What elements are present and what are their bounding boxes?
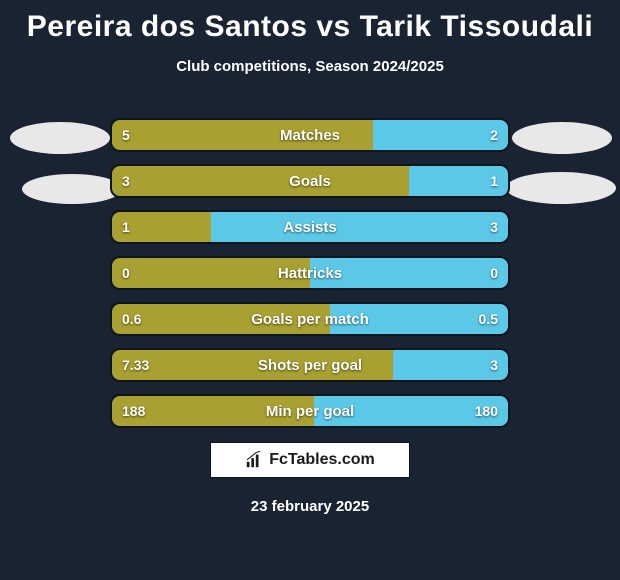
stat-value-left: 3 bbox=[122, 166, 130, 196]
stat-value-left: 0.6 bbox=[122, 304, 141, 334]
logo-text: FcTables.com bbox=[269, 451, 375, 469]
stat-value-right: 3 bbox=[490, 212, 498, 242]
stat-value-left: 5 bbox=[122, 120, 130, 150]
stat-value-right: 0.5 bbox=[479, 304, 498, 334]
stat-label: Shots per goal bbox=[112, 350, 508, 380]
stat-value-left: 1 bbox=[122, 212, 130, 242]
logo-icon bbox=[245, 451, 263, 469]
stat-row: Min per goal188 180 bbox=[110, 394, 510, 428]
stat-row: Hattricks0 0 bbox=[110, 256, 510, 290]
stat-value-left: 7.33 bbox=[122, 350, 149, 380]
stat-value-left: 188 bbox=[122, 396, 145, 426]
player-right-avatar-2 bbox=[506, 172, 616, 204]
date-text: 23 february 2025 bbox=[0, 498, 620, 515]
stat-value-right: 2 bbox=[490, 120, 498, 150]
stat-row: Assists1 3 bbox=[110, 210, 510, 244]
stat-label: Goals per match bbox=[112, 304, 508, 334]
stat-value-left: 0 bbox=[122, 258, 130, 288]
player-right-avatar-1 bbox=[512, 122, 612, 154]
footer-logo[interactable]: FcTables.com bbox=[210, 442, 410, 478]
stat-label: Assists bbox=[112, 212, 508, 242]
stat-row: Shots per goal7.33 3 bbox=[110, 348, 510, 382]
stat-label: Matches bbox=[112, 120, 508, 150]
stat-row: Matches5 2 bbox=[110, 118, 510, 152]
page-title: Pereira dos Santos vs Tarik Tissoudali bbox=[0, 0, 620, 44]
player-left-avatar-2 bbox=[22, 174, 122, 204]
stat-value-right: 0 bbox=[490, 258, 498, 288]
subtitle: Club competitions, Season 2024/2025 bbox=[0, 58, 620, 75]
stat-value-right: 1 bbox=[490, 166, 498, 196]
stat-row: Goals per match0.6 0.5 bbox=[110, 302, 510, 336]
stat-label: Hattricks bbox=[112, 258, 508, 288]
stat-value-right: 180 bbox=[475, 396, 498, 426]
stat-row: Goals3 1 bbox=[110, 164, 510, 198]
stat-label: Min per goal bbox=[112, 396, 508, 426]
stat-label: Goals bbox=[112, 166, 508, 196]
player-left-avatar-1 bbox=[10, 122, 110, 154]
stats-comparison: Matches52Goals31Assists13Hattricks00Goal… bbox=[110, 118, 510, 440]
stat-value-right: 3 bbox=[490, 350, 498, 380]
